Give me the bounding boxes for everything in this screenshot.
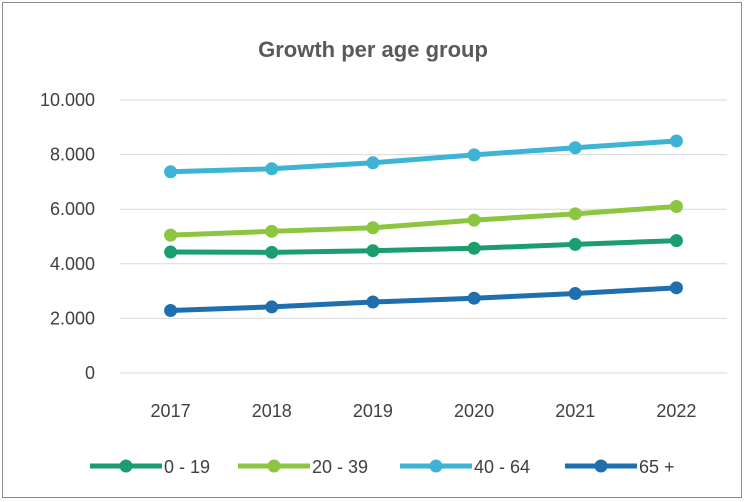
data-point [164, 165, 178, 179]
data-point [366, 295, 380, 309]
legend-label: 0 - 19 [164, 457, 210, 477]
y-tick-label: 10.000 [40, 90, 95, 110]
data-point [669, 199, 683, 213]
x-tick-label: 2017 [151, 401, 191, 421]
legend-swatch-marker [429, 459, 443, 473]
x-tick-label: 2019 [353, 401, 393, 421]
legend-label: 65 + [639, 457, 675, 477]
data-point [568, 287, 582, 301]
x-tick-label: 2020 [454, 401, 494, 421]
data-point [669, 134, 683, 148]
y-tick-label: 0 [85, 363, 95, 383]
data-point [669, 234, 683, 248]
data-point [164, 303, 178, 317]
data-point [669, 281, 683, 295]
data-point [467, 148, 481, 162]
legend-swatch-marker [119, 459, 133, 473]
data-point [265, 224, 279, 238]
x-tick-label: 2022 [656, 401, 696, 421]
chart-title: Growth per age group [258, 37, 488, 62]
data-point [467, 291, 481, 305]
series-line-2 [168, 138, 679, 175]
series-line-1 [168, 203, 679, 238]
data-point [164, 245, 178, 259]
data-point [568, 141, 582, 155]
data-point [568, 207, 582, 221]
legend-label: 40 - 64 [474, 457, 530, 477]
data-point [366, 156, 380, 170]
x-tick-label: 2018 [252, 401, 292, 421]
data-point [265, 300, 279, 314]
data-point [366, 221, 380, 235]
data-point [164, 228, 178, 242]
data-point [265, 162, 279, 176]
y-tick-label: 6.000 [50, 199, 95, 219]
series-line-3 [168, 285, 679, 313]
legend-label: 20 - 39 [312, 457, 368, 477]
y-tick-label: 4.000 [50, 254, 95, 274]
legend-swatch-marker [594, 459, 608, 473]
data-point [568, 237, 582, 251]
x-tick-label: 2021 [555, 401, 595, 421]
data-point [366, 244, 380, 258]
legend-swatch-marker [267, 459, 281, 473]
data-point [265, 245, 279, 259]
data-point [467, 241, 481, 255]
data-point [467, 213, 481, 227]
y-tick-label: 8.000 [50, 145, 95, 165]
y-tick-label: 2.000 [50, 308, 95, 328]
series-line-0 [168, 238, 679, 255]
